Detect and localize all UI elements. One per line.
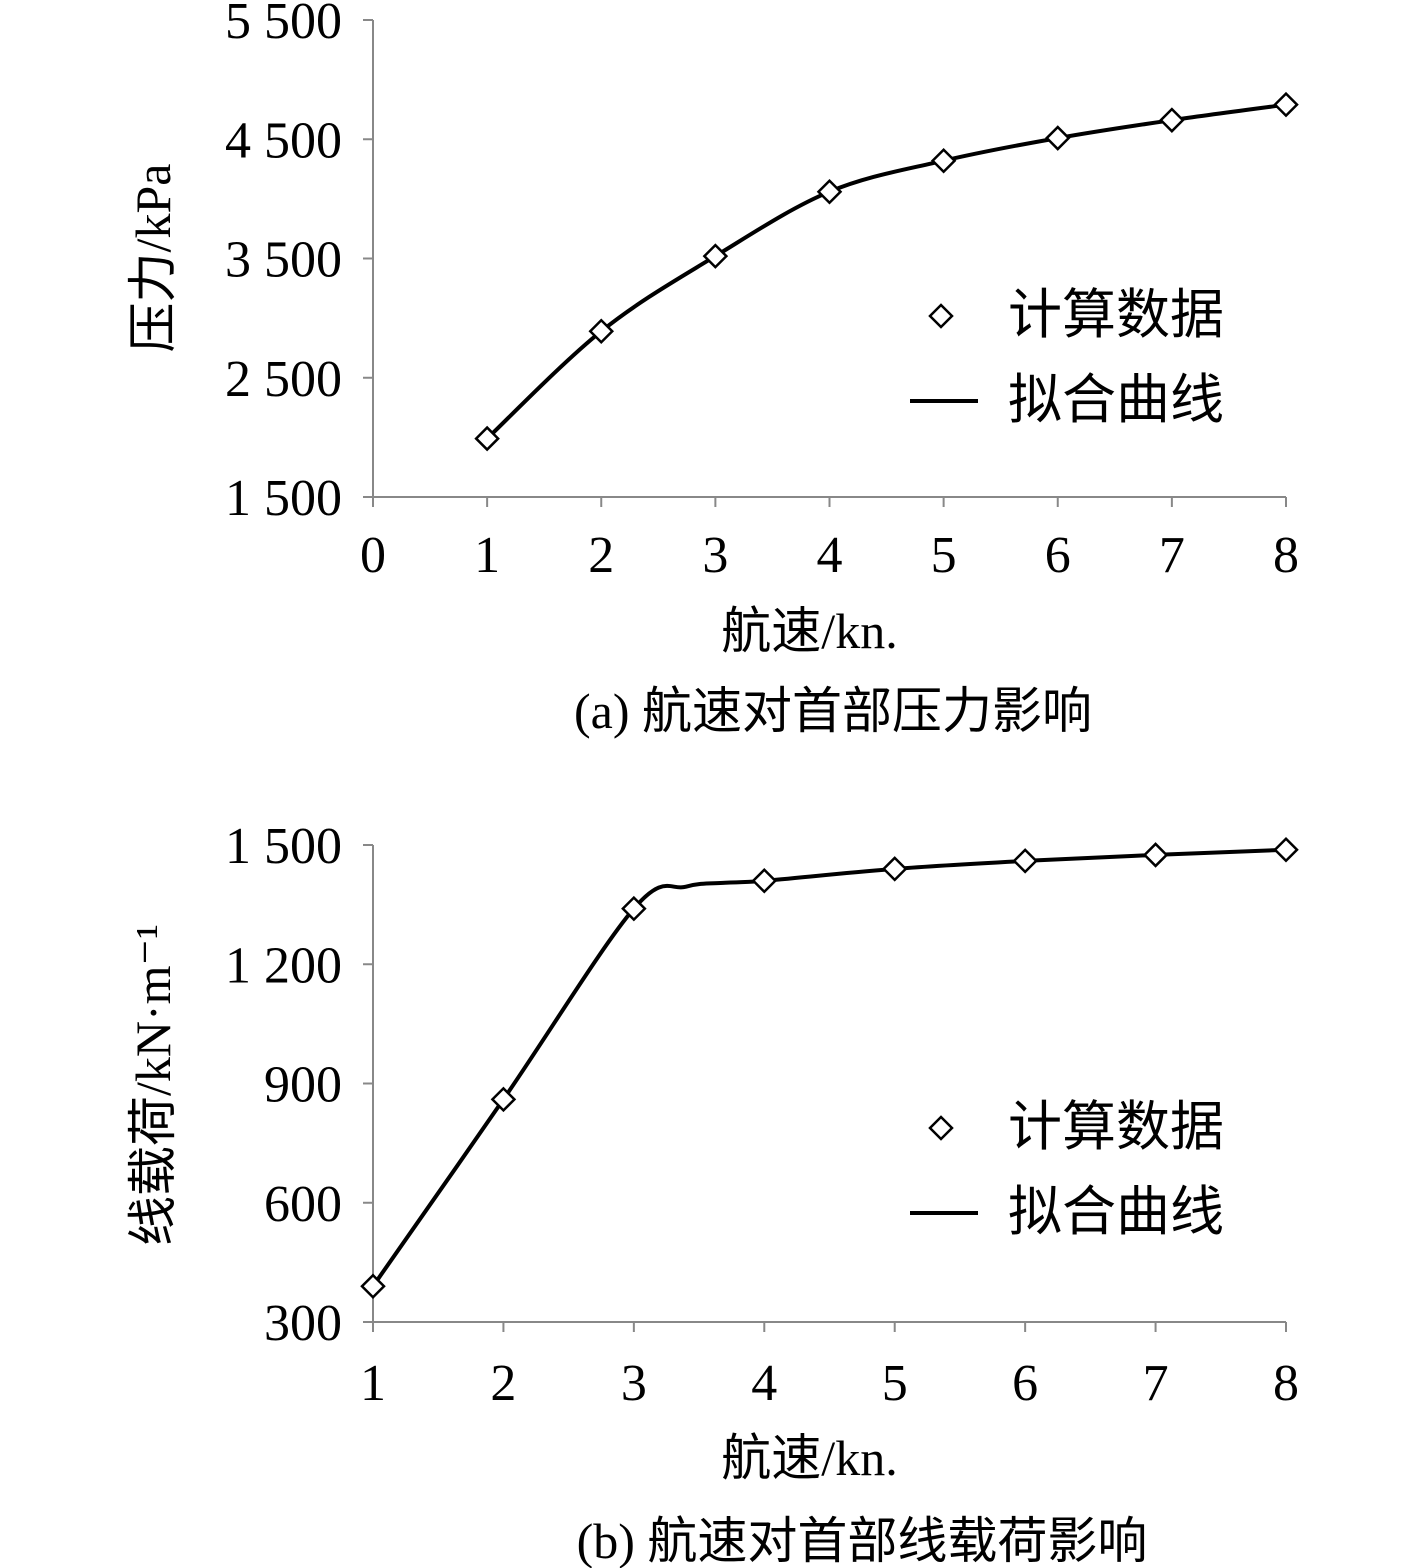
x-tick-label: 5 bbox=[882, 1355, 908, 1412]
x-tick-label: 6 bbox=[1045, 527, 1071, 584]
data-point bbox=[816, 178, 843, 205]
y-tick-label: 3 500 bbox=[225, 232, 342, 289]
x-tick-label: 3 bbox=[702, 527, 728, 584]
series-line bbox=[371, 847, 1287, 1288]
chart-b: 300 600 900 1 200 1 500 1 2 3 4 5 6 7 8 航速/kn. 线载荷/kN·… bbox=[125, 818, 1299, 1568]
x-axis-label: 航速/kn. bbox=[721, 603, 897, 659]
chart-a: 1 500 2 500 3 500 4 500 5 500 0 1 2 3 4 5 6 7 8 航速/kn.… bbox=[125, 0, 1299, 739]
y-tick-label: 900 bbox=[264, 1057, 342, 1114]
data-point bbox=[1273, 91, 1299, 118]
x-axis-label: 航速/kn. bbox=[721, 1430, 897, 1486]
data-point bbox=[490, 1086, 517, 1113]
x-tick-label: 5 bbox=[931, 527, 957, 584]
y-tick-label: 4 500 bbox=[225, 112, 342, 169]
legend-label: 计算数据 bbox=[1008, 285, 1224, 345]
data-point bbox=[1012, 848, 1038, 874]
x-tick-label: 0 bbox=[360, 527, 386, 584]
legend-label: 拟合曲线 bbox=[1008, 370, 1224, 430]
y-tick-label: 1 500 bbox=[225, 470, 342, 527]
x-tick-label: 1 bbox=[360, 1355, 386, 1412]
x-tick-label: 8 bbox=[1273, 1355, 1299, 1412]
data-point bbox=[588, 318, 615, 345]
data-point bbox=[1044, 125, 1071, 151]
data-point bbox=[702, 243, 729, 269]
legend-label: 拟合曲线 bbox=[1008, 1182, 1224, 1242]
y-tick-label: 2 500 bbox=[225, 351, 342, 408]
data-point bbox=[621, 895, 647, 922]
legend-marker-diamond bbox=[928, 303, 954, 329]
y-axis-label: 线载荷/kN·m⁻¹ bbox=[125, 924, 181, 1246]
data-point bbox=[1142, 842, 1169, 868]
data-point bbox=[751, 868, 778, 894]
x-tick-label: 8 bbox=[1273, 527, 1299, 584]
x-tick-label: 2 bbox=[588, 527, 614, 584]
x-tick-label: 4 bbox=[751, 1355, 777, 1412]
data-point bbox=[474, 425, 500, 452]
x-tick-label: 7 bbox=[1143, 1355, 1169, 1412]
data-point bbox=[930, 147, 957, 174]
y-tick-label: 1 200 bbox=[225, 937, 342, 994]
data-point bbox=[1273, 837, 1299, 863]
data-point bbox=[1159, 107, 1185, 133]
legend-marker-diamond bbox=[928, 1115, 954, 1141]
x-tick-label: 4 bbox=[817, 527, 843, 584]
legend-label: 计算数据 bbox=[1008, 1097, 1224, 1157]
chart-caption: (b) 航速对首部线载荷影响 bbox=[577, 1513, 1148, 1568]
x-tick-label: 3 bbox=[621, 1355, 647, 1412]
y-tick-label: 300 bbox=[264, 1295, 342, 1352]
y-axis-label: 压力/kPa bbox=[125, 164, 181, 353]
data-point bbox=[360, 1273, 386, 1299]
y-tick-label: 600 bbox=[264, 1176, 342, 1233]
y-tick-label: 1 500 bbox=[225, 818, 342, 875]
x-tick-label: 7 bbox=[1159, 527, 1185, 584]
y-tick-label: 5 500 bbox=[225, 0, 342, 50]
x-tick-label: 2 bbox=[490, 1355, 516, 1412]
x-tick-label: 6 bbox=[1012, 1355, 1038, 1412]
data-point bbox=[881, 856, 908, 882]
chart-caption: (a) 航速对首部压力影响 bbox=[574, 683, 1092, 739]
x-tick-label: 1 bbox=[474, 527, 500, 584]
